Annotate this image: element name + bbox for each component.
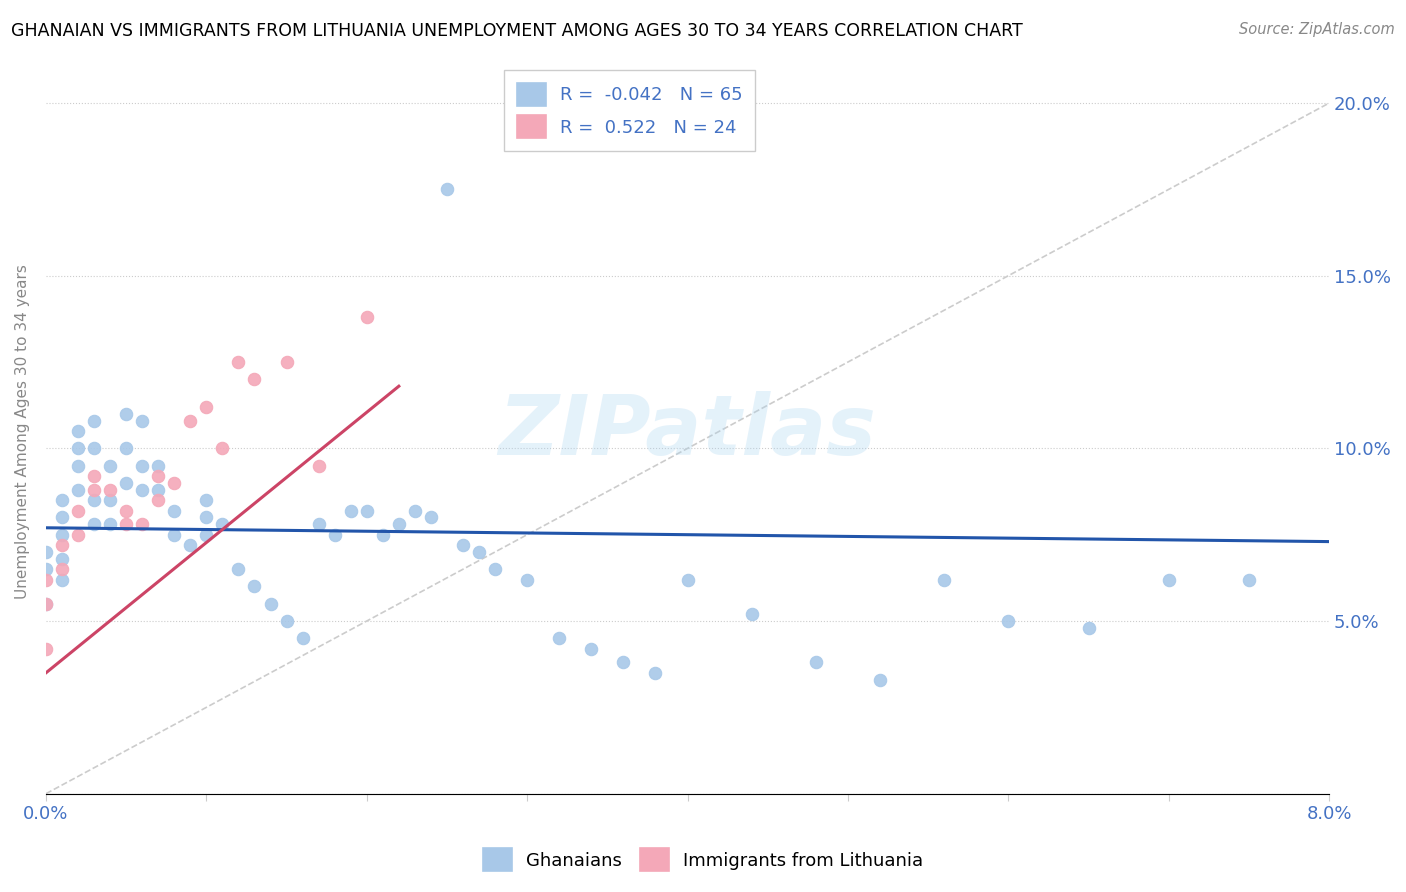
Point xyxy=(419,510,441,524)
Point xyxy=(997,614,1019,628)
Point xyxy=(67,483,90,497)
Point xyxy=(148,493,170,508)
Point xyxy=(308,517,330,532)
Point xyxy=(148,458,170,473)
Point xyxy=(35,562,58,576)
Point xyxy=(211,517,233,532)
Point xyxy=(356,503,378,517)
Point xyxy=(67,458,90,473)
Point xyxy=(51,493,73,508)
Point xyxy=(323,527,346,541)
Point xyxy=(83,517,105,532)
Point xyxy=(195,400,218,414)
Point xyxy=(67,424,90,438)
Point xyxy=(243,579,266,593)
Point xyxy=(195,510,218,524)
Point xyxy=(83,469,105,483)
Point xyxy=(676,573,699,587)
Point xyxy=(195,493,218,508)
Point xyxy=(276,614,298,628)
Point xyxy=(83,442,105,456)
Point xyxy=(51,510,73,524)
Point xyxy=(451,538,474,552)
Point xyxy=(228,355,250,369)
Point xyxy=(83,483,105,497)
Y-axis label: Unemployment Among Ages 30 to 34 years: Unemployment Among Ages 30 to 34 years xyxy=(15,264,30,599)
Point xyxy=(131,414,153,428)
Point xyxy=(51,538,73,552)
Point xyxy=(35,641,58,656)
Text: Source: ZipAtlas.com: Source: ZipAtlas.com xyxy=(1239,22,1395,37)
Point xyxy=(339,503,361,517)
Point xyxy=(371,527,394,541)
Point xyxy=(148,469,170,483)
Point xyxy=(741,607,763,621)
Point xyxy=(1077,621,1099,635)
Point xyxy=(276,355,298,369)
Point xyxy=(83,493,105,508)
Point xyxy=(115,503,138,517)
Point xyxy=(67,442,90,456)
Point xyxy=(67,527,90,541)
Point xyxy=(388,517,411,532)
Legend: R =  -0.042   N = 65, R =  0.522   N = 24: R = -0.042 N = 65, R = 0.522 N = 24 xyxy=(505,70,755,151)
Point xyxy=(51,527,73,541)
Point xyxy=(468,545,491,559)
Point xyxy=(484,562,506,576)
Point xyxy=(131,458,153,473)
Point xyxy=(35,545,58,559)
Point xyxy=(1157,573,1180,587)
Point xyxy=(98,458,121,473)
Point xyxy=(436,182,458,196)
Point xyxy=(115,475,138,490)
Point xyxy=(179,538,201,552)
Point xyxy=(131,517,153,532)
Point xyxy=(35,597,58,611)
Point xyxy=(98,493,121,508)
Point xyxy=(228,562,250,576)
Point xyxy=(516,573,538,587)
Point xyxy=(934,573,956,587)
Point xyxy=(308,458,330,473)
Point xyxy=(195,527,218,541)
Point xyxy=(148,483,170,497)
Point xyxy=(35,597,58,611)
Point xyxy=(804,656,827,670)
Point xyxy=(243,372,266,386)
Point xyxy=(612,656,634,670)
Point xyxy=(115,517,138,532)
Point xyxy=(67,503,90,517)
Point xyxy=(644,665,666,680)
Text: GHANAIAN VS IMMIGRANTS FROM LITHUANIA UNEMPLOYMENT AMONG AGES 30 TO 34 YEARS COR: GHANAIAN VS IMMIGRANTS FROM LITHUANIA UN… xyxy=(11,22,1024,40)
Point xyxy=(115,407,138,421)
Point xyxy=(98,483,121,497)
Point xyxy=(115,442,138,456)
Point xyxy=(83,414,105,428)
Point xyxy=(869,673,891,687)
Point xyxy=(98,517,121,532)
Point xyxy=(211,442,233,456)
Point xyxy=(259,597,281,611)
Text: ZIPatlas: ZIPatlas xyxy=(499,391,876,472)
Point xyxy=(163,503,186,517)
Point xyxy=(1237,573,1260,587)
Point xyxy=(581,641,603,656)
Point xyxy=(35,573,58,587)
Point xyxy=(179,414,201,428)
Point xyxy=(163,475,186,490)
Point xyxy=(51,552,73,566)
Point xyxy=(291,632,314,646)
Point xyxy=(131,483,153,497)
Point xyxy=(404,503,426,517)
Point xyxy=(548,632,571,646)
Point xyxy=(51,573,73,587)
Point xyxy=(51,562,73,576)
Point xyxy=(356,310,378,325)
Legend: Ghanaians, Immigrants from Lithuania: Ghanaians, Immigrants from Lithuania xyxy=(475,841,931,879)
Point xyxy=(163,527,186,541)
